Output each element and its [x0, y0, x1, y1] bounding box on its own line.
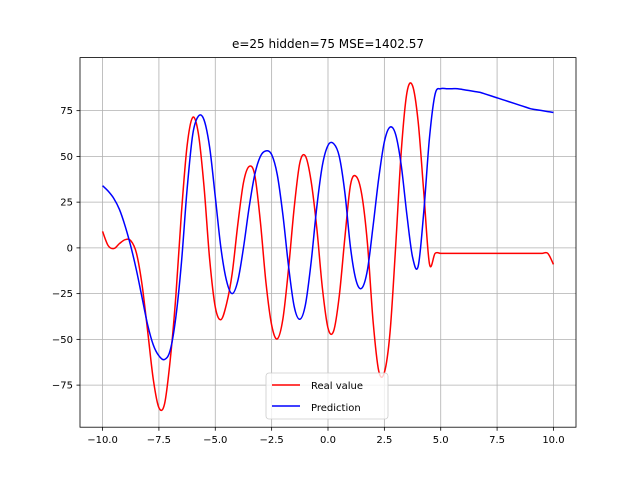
chart-title: e=25 hidden=75 MSE=1402.57 [232, 37, 424, 51]
x-tick-label: 7.5 [489, 435, 505, 446]
legend-label-prediction: Prediction [311, 403, 361, 414]
x-tick-label: −10.0 [87, 435, 118, 446]
legend: Real value Prediction [265, 372, 389, 420]
series-line-real-value [101, 82, 555, 412]
x-tick-label: −2.5 [259, 435, 283, 446]
axis-ticks: −10.0 −7.5 −5.0 −2.5 0.0 2.5 5.0 7.5 10.0 −75 −50 −… [52, 106, 565, 446]
x-tick-label: 2.5 [376, 435, 392, 446]
x-tick-label: 5.0 [433, 435, 449, 446]
legend-label-real-value: Real value [311, 381, 363, 392]
y-tick-label: −25 [52, 289, 73, 300]
x-tick-label: −7.5 [147, 435, 171, 446]
y-tick-label: 25 [60, 198, 73, 209]
plot-series [101, 82, 555, 412]
x-tick-label: 10.0 [542, 435, 564, 446]
y-tick-label: −75 [52, 381, 73, 392]
y-tick-label: −50 [52, 335, 73, 346]
y-tick-label: 75 [60, 106, 73, 117]
series-line-prediction [102, 87, 554, 361]
x-tick-label: −5.0 [203, 435, 227, 446]
x-tick-label: 0.0 [320, 435, 336, 446]
y-tick-label: 50 [60, 152, 73, 163]
y-tick-label: 0 [67, 243, 73, 254]
